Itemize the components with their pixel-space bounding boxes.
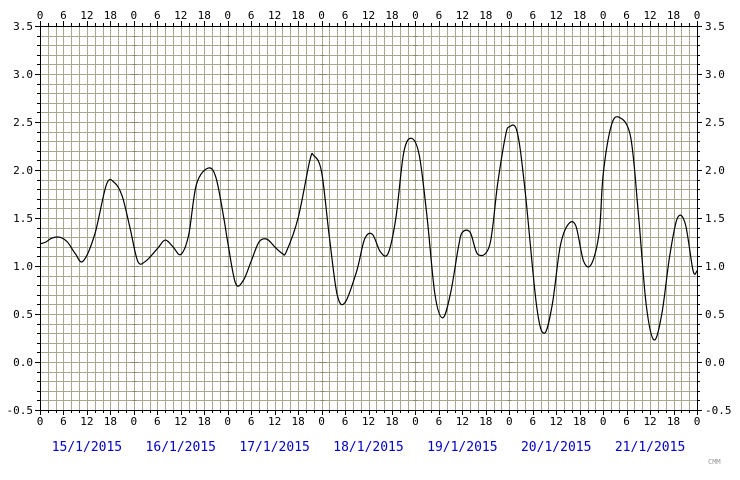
hour-label-top: 0 — [412, 9, 419, 22]
axis-labels: 3.5 3.5 3.0 3.0 2.5 2.5 2.0 2.0 1.5 1.5 1.0 1.0 0.5 0… — [7, 9, 732, 455]
hour-label-top: 0 — [131, 9, 138, 22]
hour-label-top: 6 — [154, 9, 161, 22]
hour-label-bottom: 18 — [385, 415, 398, 428]
hour-label-bottom: 6 — [529, 415, 536, 428]
hour-label-top: 0 — [694, 9, 701, 22]
hour-label-bottom: 12 — [362, 415, 375, 428]
hour-label-top: 18 — [573, 9, 586, 22]
hour-label-top: 18 — [479, 9, 492, 22]
hour-label-top: 6 — [436, 9, 443, 22]
y-tick-label-right: 2.0 — [705, 164, 725, 177]
hour-label-bottom: 18 — [667, 415, 680, 428]
hour-label-top: 12 — [643, 9, 656, 22]
date-label: 18/1/2015 — [333, 440, 403, 455]
y-tick-label-right: 2.5 — [705, 116, 725, 129]
hour-label-bottom: 12 — [174, 415, 187, 428]
hour-label-top: 18 — [104, 9, 117, 22]
hour-label-bottom: 0 — [412, 415, 419, 428]
y-tick-label-left: 1.5 — [13, 212, 33, 225]
hour-label-bottom: 0 — [318, 415, 325, 428]
date-label: 16/1/2015 — [146, 440, 216, 455]
hour-label-bottom: 18 — [104, 415, 117, 428]
hour-label-top: 6 — [623, 9, 630, 22]
hour-label-top: 12 — [174, 9, 187, 22]
hour-label-bottom: 6 — [623, 415, 630, 428]
y-tick-label-right: 3.0 — [705, 68, 725, 81]
hour-label-top: 18 — [667, 9, 680, 22]
series-layer — [39, 116, 698, 341]
hour-label-bottom: 6 — [342, 415, 349, 428]
hour-label-top: 12 — [456, 9, 469, 22]
y-tick-label-left: -0.5 — [7, 404, 34, 417]
hour-label-top: 6 — [60, 9, 67, 22]
hour-label-top: 0 — [318, 9, 325, 22]
hour-label-bottom: 6 — [436, 415, 443, 428]
hour-label-bottom: 0 — [224, 415, 231, 428]
date-label: 19/1/2015 — [427, 440, 497, 455]
date-label: 21/1/2015 — [615, 440, 685, 455]
hour-label-top: 6 — [529, 9, 536, 22]
hour-label-bottom: 18 — [291, 415, 304, 428]
date-label: 20/1/2015 — [521, 440, 591, 455]
y-tick-label-left: 1.0 — [13, 260, 33, 273]
date-label: 15/1/2015 — [52, 440, 122, 455]
hour-label-bottom: 12 — [268, 415, 281, 428]
hour-label-bottom: 12 — [550, 415, 563, 428]
y-tick-label-left: 2.0 — [13, 164, 33, 177]
hour-label-bottom: 18 — [573, 415, 586, 428]
y-tick-label-left: 0.5 — [13, 308, 33, 321]
credit-label: CMM — [708, 458, 721, 466]
hour-label-top: 6 — [248, 9, 255, 22]
hour-label-top: 18 — [385, 9, 398, 22]
y-tick-label-left: 3.0 — [13, 68, 33, 81]
hour-label-bottom: 0 — [37, 415, 44, 428]
y-tick-label-right: -0.5 — [705, 404, 732, 417]
hour-label-top: 0 — [600, 9, 607, 22]
date-label: 17/1/2015 — [239, 440, 309, 455]
hour-label-bottom: 0 — [600, 415, 607, 428]
hour-label-bottom: 6 — [248, 415, 255, 428]
hour-label-top: 6 — [342, 9, 349, 22]
hour-label-bottom: 6 — [60, 415, 67, 428]
hour-label-top: 0 — [37, 9, 44, 22]
hour-label-top: 0 — [224, 9, 231, 22]
y-tick-label-right: 1.5 — [705, 212, 725, 225]
hour-label-bottom: 18 — [479, 415, 492, 428]
hour-label-bottom: 12 — [80, 415, 93, 428]
hour-label-top: 18 — [291, 9, 304, 22]
hour-label-top: 12 — [550, 9, 563, 22]
y-tick-label-right: 1.0 — [705, 260, 725, 273]
tick-marks — [35, 21, 702, 415]
hour-label-top: 18 — [198, 9, 211, 22]
y-tick-label-right: 3.5 — [705, 20, 725, 33]
grid-lines — [40, 26, 697, 410]
y-tick-label-left: 3.5 — [13, 20, 33, 33]
hour-label-bottom: 0 — [131, 415, 138, 428]
hour-label-top: 0 — [506, 9, 513, 22]
hour-label-bottom: 12 — [456, 415, 469, 428]
hour-label-top: 12 — [362, 9, 375, 22]
hour-label-bottom: 6 — [154, 415, 161, 428]
series-line — [39, 116, 698, 341]
y-tick-label-left: 2.5 — [13, 116, 33, 129]
hour-label-bottom: 0 — [506, 415, 513, 428]
y-tick-label-right: 0.5 — [705, 308, 725, 321]
y-tick-label-right: 0.0 — [705, 356, 725, 369]
hour-label-top: 12 — [268, 9, 281, 22]
y-tick-label-left: 0.0 — [13, 356, 33, 369]
hour-label-bottom: 18 — [198, 415, 211, 428]
hour-label-bottom: 12 — [643, 415, 656, 428]
hour-label-top: 12 — [80, 9, 93, 22]
hour-label-bottom: 0 — [694, 415, 701, 428]
